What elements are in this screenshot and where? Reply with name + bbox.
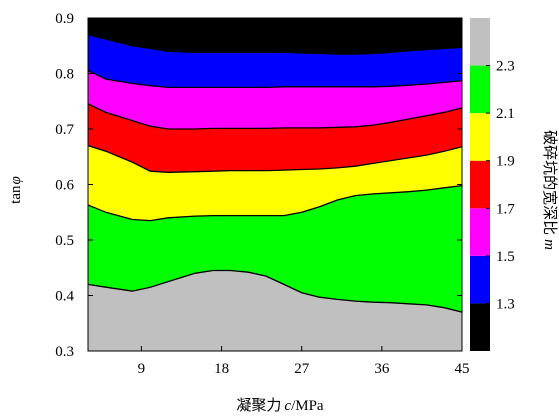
y-tick-label: 0.6 bbox=[55, 178, 74, 194]
colorbar-segment bbox=[470, 65, 490, 114]
x-axis-label: 凝聚力 c/MPa bbox=[236, 397, 324, 414]
x-tick-label: 36 bbox=[374, 361, 390, 377]
x-tick-label: 9 bbox=[138, 361, 146, 377]
y-tick-label: 0.3 bbox=[55, 344, 74, 360]
colorbar: 1.3 1.5 1.7 1.9 2.1 2.3 bbox=[470, 18, 515, 351]
x-tick-label: 18 bbox=[214, 361, 229, 377]
plot-area bbox=[87, 18, 463, 351]
colorbar-segment bbox=[470, 160, 490, 209]
contour-line-5 bbox=[87, 184, 463, 222]
y-tick-label: 0.9 bbox=[55, 11, 74, 27]
x-axis: 9 18 27 36 45 bbox=[138, 18, 470, 377]
colorbar-tick-label: 1.3 bbox=[496, 296, 515, 312]
colorbar-label: 破碎坑的宽深比m bbox=[541, 130, 558, 250]
colorbar-segment bbox=[470, 303, 490, 351]
band-6 bbox=[88, 270, 462, 351]
colorbar-tick-label: 1.5 bbox=[496, 249, 515, 265]
colorbar-segment bbox=[470, 255, 490, 304]
x-tick-label: 27 bbox=[294, 361, 310, 377]
colorbar-segment bbox=[470, 18, 490, 66]
colorbar-tick-label: 1.9 bbox=[496, 154, 515, 170]
contour-line-3 bbox=[87, 103, 463, 130]
x-tick-label: 45 bbox=[455, 361, 470, 377]
colorbar-segment bbox=[470, 113, 490, 161]
contour-line-4 bbox=[87, 144, 463, 173]
colorbar-tick-label: 1.7 bbox=[496, 201, 515, 217]
contour-line-2 bbox=[87, 70, 463, 89]
y-tick-label: 0.4 bbox=[55, 289, 74, 305]
y-axis: 0.3 0.4 0.5 0.6 0.7 0.8 0.9 bbox=[55, 11, 462, 360]
contour-line-6 bbox=[87, 269, 463, 313]
y-tick-label: 0.7 bbox=[55, 122, 74, 138]
y-tick-label: 0.8 bbox=[55, 67, 74, 83]
y-tick-label: 0.5 bbox=[55, 233, 74, 249]
y-axis-label: tanφ bbox=[8, 176, 24, 204]
colorbar-tick-label: 2.1 bbox=[496, 106, 515, 122]
colorbar-tick-label: 2.3 bbox=[496, 59, 515, 75]
contour-line-1 bbox=[87, 34, 463, 55]
colorbar-segment bbox=[470, 208, 490, 256]
